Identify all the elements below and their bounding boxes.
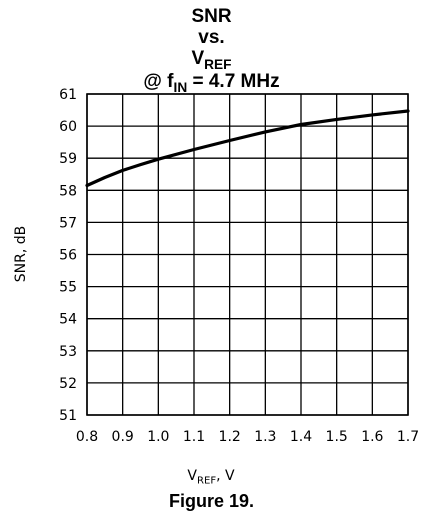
title-vref-main: V [191,48,205,69]
title-line-4: @ fIN = 4.7 MHz [0,71,423,98]
y-tick-label: 56 [59,248,77,264]
y-tick-label: 58 [59,183,77,199]
x-tick-label: 1.0 [147,429,169,445]
y-tick-label: 55 [59,280,77,296]
x-tick-label: 1.6 [361,429,383,445]
x-tick-label: 1.3 [254,429,276,445]
y-tick-label: 59 [59,151,77,167]
x-tick-label: 1.5 [326,429,348,445]
x-tick-label: 0.8 [76,429,98,445]
x-axis-label-unit: , V [216,468,235,484]
title-line-1: SNR [191,6,232,27]
x-tick-label: 1.1 [183,429,205,445]
x-axis-label-main: V [187,468,197,484]
x-axis-label-sub: REF [196,475,217,487]
title-line-2: vs. [198,27,225,48]
title-condition-post: = 4.7 MHz [187,70,280,92]
y-tick-label: 54 [59,312,77,328]
title-vref-sub: REF [204,56,232,72]
y-tick-label: 53 [59,344,77,360]
y-tick-label: 61 [59,87,77,103]
title-line-3: VREF [0,48,423,75]
x-tick-label: 1.2 [219,429,241,445]
chart-title: SNR vs. VREF @ fIN = 4.7 MHz [0,6,423,98]
title-condition-sub: IN [173,79,188,95]
plot-frame [86,93,409,416]
x-axis-label: VREF, V [187,468,234,487]
x-tick-label: 1.7 [397,429,419,445]
series-line [85,109,410,188]
x-tick-label: 1.4 [290,429,312,445]
y-tick-label: 57 [59,215,77,231]
y-tick-label: 52 [59,376,77,392]
figure-caption: Figure 19. [168,491,255,511]
y-tick-label: 51 [59,408,77,424]
x-tick-label: 0.9 [112,429,134,445]
y-tick-label: 60 [59,119,77,135]
title-condition-pre: @ f [143,70,174,92]
y-axis-label: SNR, dB [13,225,29,283]
